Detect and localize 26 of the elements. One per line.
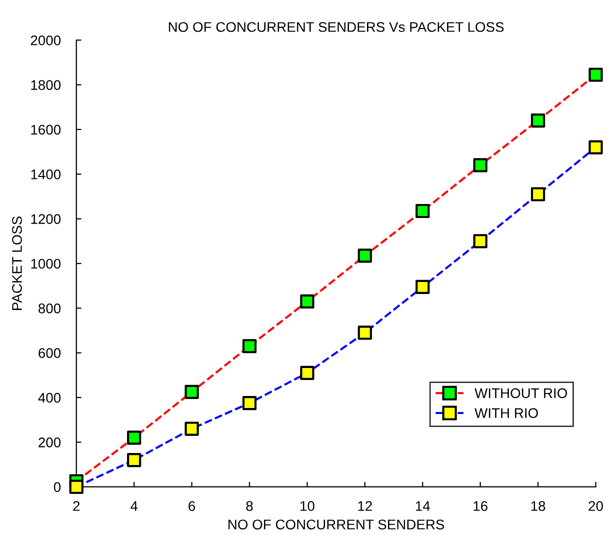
legend-label: WITHOUT RIO — [474, 388, 567, 398]
y-tick-label: 1200 — [31, 214, 61, 224]
x-tick-label: 16 — [474, 501, 488, 511]
y-tick-label: 1800 — [31, 80, 61, 90]
y-tick-label: 1600 — [31, 124, 61, 135]
x-axis-title: NO OF CONCURRENT SENDERS — [228, 520, 444, 530]
x-tick-label: 20 — [588, 501, 603, 511]
y-tick-label: 1000 — [31, 258, 61, 269]
y-tick-label: 400 — [38, 392, 61, 403]
x-tick-label: 14 — [416, 501, 430, 511]
chart-title: NO OF CONCURRENT SENDERS Vs PACKET LOSS — [168, 22, 504, 32]
x-tick-label: 18 — [531, 501, 546, 511]
x-tick-label: 8 — [246, 501, 253, 511]
x-tick-label: 6 — [188, 501, 196, 511]
x-tick-label: 12 — [358, 501, 372, 511]
y-tick-label: 600 — [38, 348, 61, 358]
y-tick-label: 2000 — [30, 35, 61, 46]
legend-label: WITH RIO — [474, 408, 538, 418]
y-tick-label: 800 — [38, 303, 61, 314]
x-tick-label: 2 — [73, 501, 80, 511]
x-tick-label: 4 — [130, 501, 138, 511]
y-tick-label: 0 — [54, 482, 61, 492]
y-tick-label: 1400 — [31, 169, 61, 180]
y-axis-title: PACKET LOSS — [12, 216, 22, 310]
y-tick-label: 200 — [38, 438, 61, 448]
x-tick-label: 10 — [300, 501, 314, 511]
